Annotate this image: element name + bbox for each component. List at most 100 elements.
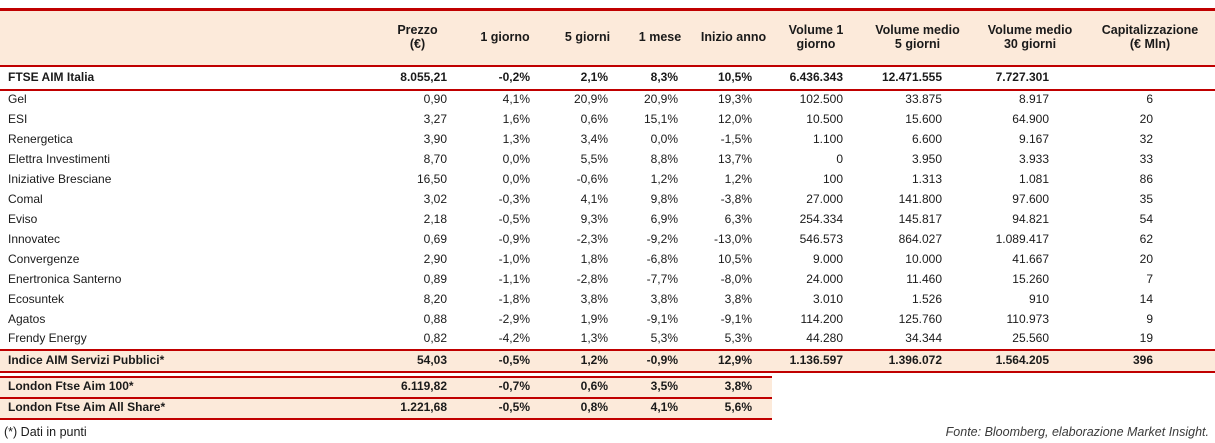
- cell: [1085, 377, 1215, 398]
- cell: 94.821: [1012, 211, 1049, 226]
- table-row: Ecosuntek 8,20 -1,8% 3,8% 3,8% 3,8% 3.010 1.526…: [0, 290, 1215, 310]
- cell: -1,8%: [498, 291, 530, 306]
- cell: 64.900: [1012, 111, 1049, 126]
- col-header-9: Capitalizzazione (€ Mln): [1085, 8, 1215, 67]
- cell: 12,9%: [695, 348, 772, 373]
- cell: -8,0%: [720, 271, 752, 286]
- row-label: Indice AIM Servizi Pubblici*: [0, 348, 375, 373]
- cell: -1,5%: [720, 131, 752, 146]
- col-header-6: Volume 1 giorno: [772, 8, 860, 67]
- footnote-dati-in-punti: (*) Dati in punti: [4, 424, 87, 439]
- cell: 8,8%: [650, 151, 678, 166]
- row-label: Comal: [8, 191, 43, 206]
- cell: 86: [1139, 171, 1153, 186]
- cell: 2,1%: [550, 65, 625, 91]
- cell: 33: [1139, 151, 1153, 166]
- cell: 0,69: [423, 231, 447, 246]
- cell: 6.436.343: [772, 65, 860, 91]
- row-label: Enertronica Santerno: [8, 271, 122, 286]
- table-footer: (*) Dati in punti Fonte: Bloomberg, elab…: [0, 420, 1215, 439]
- cell: 62: [1139, 231, 1153, 246]
- cell: 8,70: [423, 151, 447, 166]
- cell: 1.396.072: [860, 348, 975, 373]
- cell: 15,1%: [643, 111, 678, 126]
- cell: 0,6%: [580, 111, 608, 126]
- cell: 6: [1146, 92, 1153, 107]
- cell: 2,90: [423, 251, 447, 266]
- cell: 3,8%: [580, 291, 608, 306]
- cell: -9,2%: [646, 231, 678, 246]
- cell: 0,90: [423, 92, 447, 107]
- cell: 396: [1085, 348, 1215, 373]
- cell: 110.973: [1006, 311, 1050, 326]
- cell: 3,90: [423, 131, 447, 146]
- cell: [772, 377, 860, 398]
- cell: 6,3%: [724, 211, 752, 226]
- table-row: Agatos 0,88 -2,9% 1,9% -9,1% -9,1% 114.200 125.…: [0, 310, 1215, 330]
- row-label: London Ftse Aim All Share*: [0, 397, 375, 420]
- cell: 7: [1146, 271, 1153, 286]
- cell: 100: [822, 171, 843, 186]
- cell: [975, 398, 1085, 419]
- cell: 6.119,82: [375, 375, 460, 399]
- cell: 1,6%: [502, 111, 530, 126]
- row-label: Frendy Energy: [8, 331, 87, 346]
- cell: 864.027: [898, 231, 942, 246]
- table-row: Renergetica 3,90 1,3% 3,4% 0,0% -1,5% 1.100 6.6…: [0, 130, 1215, 150]
- table-body: FTSE AIM Italia 8.055,21 -0,2% 2,1% 8,3% 10,5…: [0, 65, 1215, 420]
- col-header-2: 1 giorno: [460, 8, 550, 67]
- cell: 1,3%: [580, 331, 608, 346]
- table-row: Frendy Energy 0,82 -4,2% 1,3% 5,3% 5,3% 44.280…: [0, 330, 1215, 350]
- table-row: Eviso 2,18 -0,5% 9,3% 6,9% 6,3% 254.334 145.817…: [0, 210, 1215, 230]
- cell: 41.667: [1012, 251, 1049, 266]
- cell: 1,9%: [580, 311, 608, 326]
- cell: 10,5%: [695, 65, 772, 91]
- cell: 9,8%: [650, 191, 678, 206]
- row-label: Innovatec: [8, 231, 61, 246]
- table-row: Comal 3,02 -0,3% 4,1% 9,8% -3,8% 27.000 141.800…: [0, 190, 1215, 210]
- spacer-row: [0, 371, 1215, 377]
- cell: 1,8%: [580, 251, 608, 266]
- cell: 4,1%: [625, 397, 695, 420]
- cell: 0,82: [423, 331, 447, 346]
- cell: 16,50: [416, 171, 447, 186]
- row-label: Gel: [8, 92, 27, 107]
- row-label: ESI: [8, 111, 28, 126]
- cell: -1,1%: [498, 271, 530, 286]
- row-label: Elettra Investimenti: [8, 151, 111, 166]
- cell: 1.221,68: [375, 397, 460, 420]
- cell: 9.167: [1018, 131, 1049, 146]
- cell: 1.564.205: [975, 348, 1085, 373]
- cell: 1.136.597: [772, 348, 860, 373]
- table-row: Convergenze 2,90 -1,0% 1,8% -6,8% 10,5% 9.000 1…: [0, 250, 1215, 270]
- cell: 3,8%: [650, 291, 678, 306]
- row-label: Ecosuntek: [8, 291, 65, 306]
- table-row: Iniziative Bresciane 16,50 0,0% -0,6% 1,2% 1,…: [0, 170, 1215, 190]
- table-header-row: Prezzo (€) 1 giorno 5 giorni 1 mese Inizio a…: [0, 8, 1215, 67]
- cell: 3.010: [812, 291, 843, 306]
- row-label: Eviso: [8, 211, 38, 226]
- cell: 8,20: [423, 291, 447, 306]
- cell: 0: [836, 151, 843, 166]
- cell: -4,2%: [498, 331, 530, 346]
- cell: 12,0%: [717, 111, 752, 126]
- cell: 2,18: [423, 211, 447, 226]
- cell: -0,9%: [498, 231, 530, 246]
- cell: 10.500: [806, 111, 843, 126]
- cell: 1,2%: [650, 171, 678, 186]
- cell: 0,8%: [550, 397, 625, 420]
- cell: 5,5%: [580, 151, 608, 166]
- cell: 9.000: [812, 251, 843, 266]
- cell: 13,7%: [717, 151, 752, 166]
- cell: 3,4%: [580, 131, 608, 146]
- cell: 3,5%: [625, 375, 695, 399]
- cell: 20,9%: [643, 92, 678, 107]
- table-row: London Ftse Aim 100* 6.119,82 -0,7% 0,6% 3,5…: [0, 375, 1215, 399]
- cell: -9,1%: [646, 311, 678, 326]
- table-header: Prezzo (€) 1 giorno 5 giorni 1 mese Inizio a…: [0, 8, 1215, 67]
- cell: 14: [1139, 291, 1153, 306]
- cell: 32: [1139, 131, 1153, 146]
- cell: 9,3%: [580, 211, 608, 226]
- cell: 33.875: [905, 92, 942, 107]
